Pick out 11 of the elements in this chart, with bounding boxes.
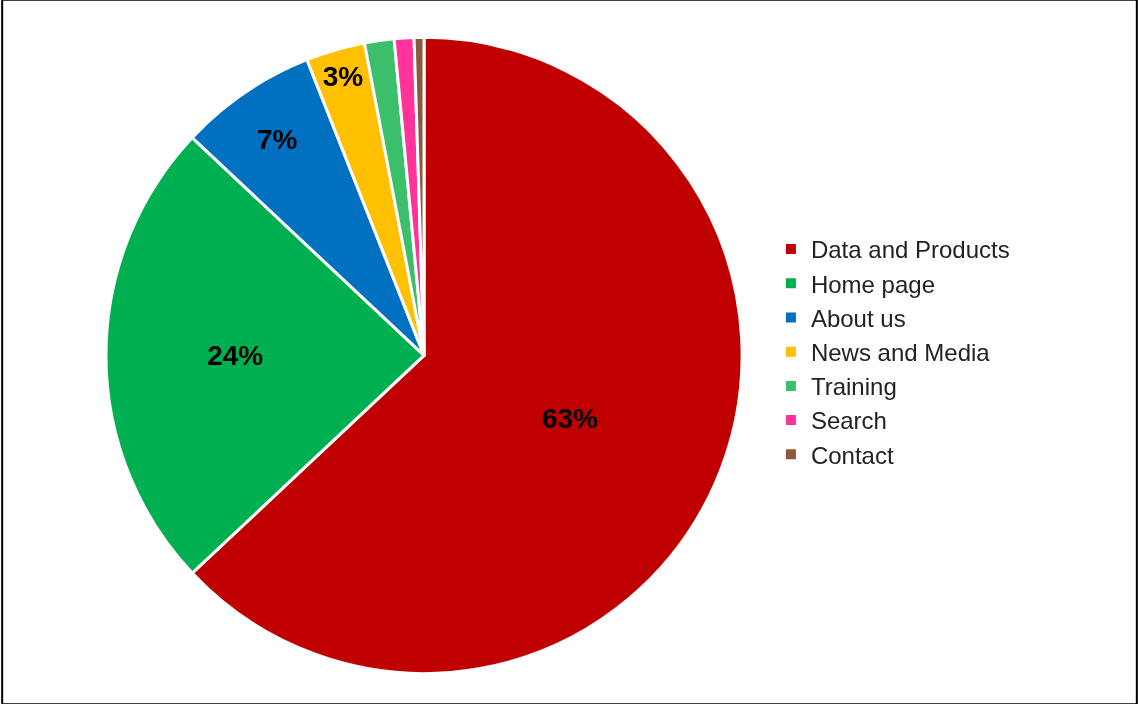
data-label: 24%	[207, 339, 264, 371]
legend-label: About us	[810, 304, 906, 332]
data-label: 7%	[256, 123, 298, 155]
legend-label: Contact	[810, 441, 894, 469]
legend-label: Search	[810, 407, 887, 435]
data-label: 63%	[541, 403, 599, 435]
legend-label: Training	[810, 373, 897, 401]
legend-label: Home page	[810, 270, 935, 298]
data-label: 3%	[322, 60, 364, 92]
legend-label: News and Media	[810, 339, 991, 367]
legend-label: Data and Products	[810, 236, 1010, 264]
